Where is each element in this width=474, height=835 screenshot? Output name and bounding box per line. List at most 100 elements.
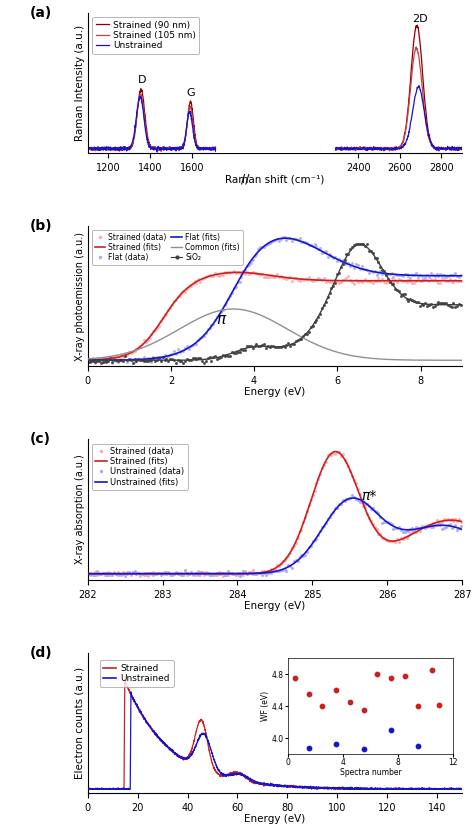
Point — [364, 238, 371, 251]
Point — [163, 351, 170, 364]
X-axis label: Energy (eV): Energy (eV) — [244, 601, 306, 611]
Point — [121, 567, 129, 580]
Text: π: π — [217, 311, 226, 326]
Point — [211, 349, 219, 362]
Point — [170, 353, 178, 367]
Point — [116, 354, 123, 367]
Point — [345, 256, 352, 270]
Point — [255, 242, 262, 256]
Point — [245, 267, 253, 281]
Point — [427, 297, 435, 311]
Point — [380, 266, 388, 279]
Point — [393, 521, 401, 534]
Point — [253, 568, 260, 581]
Point — [345, 270, 352, 283]
Point — [256, 339, 264, 352]
Point — [112, 353, 119, 367]
Point — [116, 352, 123, 365]
Point — [401, 274, 409, 287]
Point — [234, 569, 242, 582]
Point — [455, 513, 463, 526]
Point — [286, 270, 294, 283]
Point — [442, 514, 450, 527]
Point — [367, 265, 374, 278]
Point — [88, 566, 95, 579]
Strained (105 nm) — [100, 145, 106, 155]
Point — [153, 567, 161, 580]
Point — [320, 458, 328, 471]
Point — [127, 568, 135, 581]
Point — [118, 348, 125, 362]
Point — [133, 568, 140, 581]
Point — [438, 523, 446, 536]
Point — [374, 255, 382, 268]
Point — [277, 340, 285, 353]
Point — [345, 493, 352, 506]
Point — [418, 521, 425, 534]
Point — [164, 350, 172, 363]
Point — [365, 266, 373, 280]
Point — [328, 275, 335, 288]
Point — [419, 520, 427, 534]
Point — [225, 564, 232, 578]
Point — [217, 351, 225, 364]
Point — [331, 250, 339, 264]
Point — [405, 530, 412, 544]
Point — [292, 554, 300, 567]
Point — [326, 286, 333, 299]
Point — [416, 524, 423, 538]
Strained (105 nm) — [85, 144, 91, 154]
Point — [405, 269, 412, 282]
Point — [194, 569, 202, 582]
Point — [182, 286, 189, 299]
Point — [356, 487, 364, 500]
Point — [191, 567, 199, 580]
Point — [133, 342, 140, 356]
Point — [264, 237, 272, 250]
Point — [93, 564, 101, 577]
Unstrained — [377, 144, 383, 154]
Point — [315, 473, 322, 486]
Point — [114, 355, 121, 368]
Point — [414, 271, 421, 285]
Unstrained — [95, 144, 100, 154]
Point — [390, 522, 397, 535]
Point — [397, 269, 405, 282]
Point — [159, 567, 166, 580]
Point — [215, 567, 223, 580]
Point — [419, 298, 427, 311]
Point — [373, 523, 380, 536]
Point — [427, 266, 435, 280]
Point — [266, 565, 273, 579]
Point — [311, 316, 319, 329]
Point — [146, 353, 154, 367]
Point — [236, 568, 243, 581]
Point — [326, 510, 333, 524]
Point — [279, 563, 286, 576]
Point — [204, 352, 211, 365]
Point — [388, 277, 395, 291]
Point — [194, 333, 202, 347]
Point — [384, 534, 392, 548]
Point — [230, 265, 238, 278]
Point — [453, 275, 461, 288]
Point — [319, 462, 326, 475]
Point — [204, 269, 211, 282]
Point — [322, 455, 329, 468]
Point — [450, 514, 457, 528]
Point — [137, 352, 144, 366]
Point — [397, 274, 405, 287]
Point — [286, 559, 294, 573]
Point — [448, 276, 456, 289]
Point — [202, 567, 210, 580]
Point — [264, 339, 272, 352]
Point — [292, 232, 300, 245]
Point — [99, 352, 107, 366]
Point — [421, 296, 429, 309]
Point — [135, 352, 142, 366]
Point — [129, 354, 137, 367]
Point — [163, 352, 170, 366]
Strained (90 nm) — [169, 144, 175, 154]
Point — [170, 295, 178, 308]
Point — [440, 513, 448, 526]
